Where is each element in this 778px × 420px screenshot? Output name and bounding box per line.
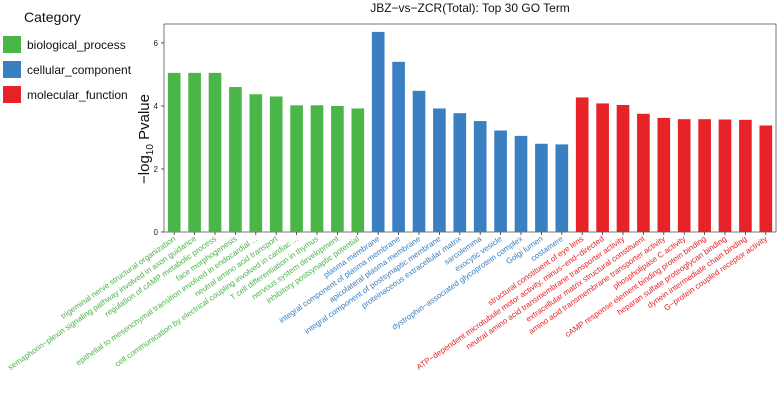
bar-17 [494,130,507,232]
legend-swatch-molecular_function [3,86,21,103]
y-axis-label-prefix: −log [136,155,153,184]
bar-23 [616,104,630,232]
bar-11 [371,31,385,232]
y-axis-label-subscript: 10 [145,144,156,156]
y-axis-label: −log10 Pvalue [136,94,156,184]
y-tick-label-2: 2 [154,165,159,174]
y-tick-label-0: 0 [154,228,159,237]
legend-label-biological_process: biological_process [27,38,126,52]
legend-title: Category [24,9,81,25]
legend-swatch-cellular_component [3,61,21,78]
y-axis-label-suffix: Pvalue [136,94,153,144]
y-tick-label-6: 6 [154,39,159,48]
bar-20 [555,144,569,232]
bar-29 [739,119,752,232]
bar-1 [167,72,181,232]
bar-2 [188,72,201,232]
bar-16 [473,121,487,232]
legend-swatch-biological_process [3,36,21,53]
y-tick-label-4: 4 [154,102,159,111]
x-axis-labels: trigeminal nerve structural organization… [6,232,769,372]
bar-8 [310,105,324,232]
bar-13 [412,90,426,232]
bar-15 [453,113,467,232]
bar-21 [575,97,589,233]
bars [167,31,773,233]
bar-9 [331,105,344,232]
bar-25 [657,117,671,232]
bar-22 [596,103,609,232]
bar-19 [535,143,548,232]
bar-27 [698,119,711,232]
bar-5 [249,94,263,232]
bar-30 [759,125,773,232]
legend-label-molecular_function: molecular_function [27,88,128,102]
bar-18 [514,135,528,232]
plot-panel [163,23,777,233]
legend: biological_process cellular_componentmole… [3,36,132,103]
y-axis: 0 2 4 6 [154,39,164,237]
bar-14 [433,108,446,232]
legend-label-cellular_component: cellular_component [27,63,132,77]
bar-7 [290,105,303,232]
bar-4 [229,87,242,232]
bar-24 [637,113,650,232]
chart-title: JBZ−vs−ZCR(Total): Top 30 GO Term [370,1,570,15]
bar-26 [677,119,691,232]
bar-6 [269,96,283,232]
bar-28 [718,119,732,232]
bar-3 [208,72,222,232]
bar-10 [351,108,365,232]
bar-12 [392,61,405,232]
